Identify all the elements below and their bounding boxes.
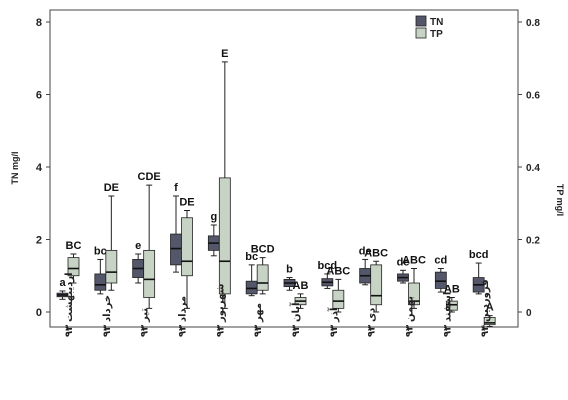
tp-box xyxy=(256,264,269,291)
y-left-tick-label: 4 xyxy=(36,162,43,174)
x-tick-label: آبان ۹۳ xyxy=(289,302,302,337)
legend-label-tn: TN xyxy=(430,17,443,28)
tn-group-letter: e xyxy=(135,240,141,252)
tn-group-letter: g xyxy=(210,211,217,223)
plot-frame xyxy=(49,9,519,328)
tp-group-letter: CDE xyxy=(138,171,161,183)
x-tick-label: مرداد ۹۳ xyxy=(178,296,189,337)
x-tick-label: اردیبهشت ۹۳ xyxy=(64,272,75,337)
tp-box xyxy=(105,249,118,284)
x-tick-label: مهر ۹۳ xyxy=(253,303,264,337)
y-left-tick-label: 6 xyxy=(36,90,42,102)
tn-box xyxy=(94,273,107,291)
y-left-axis-label: TN mg/l xyxy=(10,152,20,185)
tp-box xyxy=(143,249,156,298)
x-tick-label: تیر ۹۳ xyxy=(140,308,151,337)
legend-swatch-tn xyxy=(415,15,427,27)
tp-group-letter: BC xyxy=(66,240,82,252)
tn-group-letter: a xyxy=(59,277,66,289)
x-tick-label: آذر ۹۳ xyxy=(327,307,340,337)
y-left-tick-label: 0 xyxy=(36,307,42,319)
x-tick-label: دی ۹۳ xyxy=(367,308,378,337)
y-right-tick-label: 0.6 xyxy=(526,91,540,102)
x-tick-label: اسفند ۹۳ xyxy=(442,292,453,337)
y-left-tick-label: 8 xyxy=(36,17,42,29)
tn-group-letter: f xyxy=(174,182,178,194)
tn-box xyxy=(245,280,258,295)
tp-group-letter: BCD xyxy=(251,244,275,256)
tp-group-letter: E xyxy=(221,48,228,60)
x-tick-label: خرداد ۹۳ xyxy=(102,295,113,337)
tp-box xyxy=(181,217,193,277)
tp-box xyxy=(218,177,231,295)
tn-group-letter: b xyxy=(286,264,293,276)
legend-swatch-tp xyxy=(415,27,427,39)
tp-group-letter: ABC xyxy=(326,265,350,277)
tn-group-letter: bcd xyxy=(469,249,489,261)
y-right-tick-label: 0 xyxy=(526,308,532,319)
tp-group-letter: ABC xyxy=(402,255,426,267)
y-right-tick-label: 0.8 xyxy=(526,18,540,29)
tn-group-letter: de xyxy=(397,256,410,268)
y-right-tick-label: 0.4 xyxy=(526,163,540,174)
tp-box xyxy=(67,257,80,277)
tp-group-letter: DE xyxy=(104,182,119,194)
x-tick-label: بهمن ۹۳ xyxy=(405,296,416,337)
tp-group-letter: A xyxy=(486,302,494,314)
tn-group-letter: bc xyxy=(245,251,258,263)
tn-box xyxy=(170,233,182,266)
tn-group-letter: bc xyxy=(94,245,107,257)
tp-group-letter: AB xyxy=(293,280,309,292)
tp-group-letter: AB xyxy=(444,284,460,296)
tp-box xyxy=(445,300,458,311)
tp-group-letter: DE xyxy=(179,197,194,209)
tn-group-letter: cd xyxy=(434,255,447,267)
tn-box xyxy=(434,271,447,289)
x-tick-label: شهریور ۹۳ xyxy=(215,283,226,337)
tp-box xyxy=(370,264,383,306)
y-right-tick-label: 0.2 xyxy=(526,236,540,247)
legend-label-tp: TP xyxy=(430,29,443,40)
tn-group-letter: bcd xyxy=(318,260,338,272)
tp-box xyxy=(332,289,345,309)
x-tick-label: فروردین ۹۴ xyxy=(480,279,491,337)
tp-group-letter: ABC xyxy=(364,247,388,259)
tn-group-letter: de xyxy=(359,245,372,257)
tp-box xyxy=(408,282,420,306)
tp-box xyxy=(483,317,496,326)
y-left-tick-label: 2 xyxy=(36,235,42,247)
y-right-axis-label: TP mg/l xyxy=(555,184,565,216)
